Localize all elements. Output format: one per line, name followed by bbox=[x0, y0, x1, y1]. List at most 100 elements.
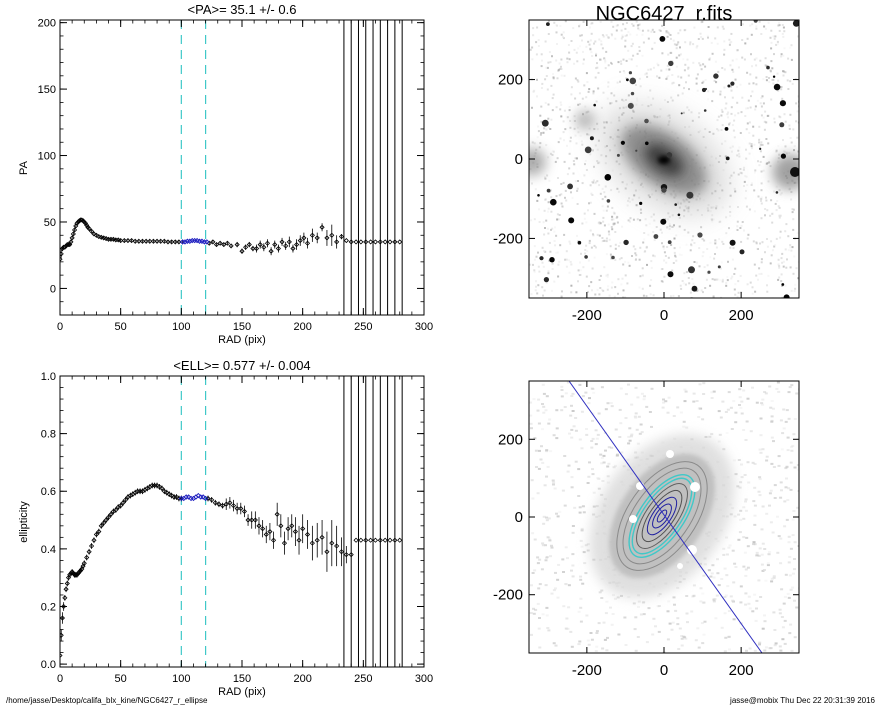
pa-profile-plot: <PA>= 35.1 +/- 0.6 0 50 100 150 200 250 300 0 50… bbox=[18, 2, 433, 346]
ell-data-point bbox=[169, 493, 175, 499]
pa-data-point bbox=[234, 242, 240, 248]
ell-data-point bbox=[314, 537, 320, 543]
star bbox=[639, 201, 643, 205]
ell-data-point bbox=[256, 523, 262, 529]
star bbox=[659, 36, 666, 42]
model-ytick-label: 200 bbox=[498, 431, 523, 448]
ell-data-point bbox=[387, 537, 393, 543]
ell-data-point bbox=[238, 505, 244, 512]
star bbox=[629, 77, 637, 85]
image-xtick-label: 0 bbox=[660, 307, 668, 324]
image-xtick-label: 200 bbox=[729, 307, 754, 324]
star bbox=[543, 277, 550, 283]
ell-data-point bbox=[267, 529, 273, 535]
pa-data-point bbox=[165, 239, 171, 245]
ell-data-point bbox=[281, 540, 288, 546]
ell-ytick-label: 0.8 bbox=[41, 429, 56, 441]
ell-data-point bbox=[382, 537, 388, 543]
star bbox=[661, 187, 667, 193]
star bbox=[775, 191, 779, 194]
ell-data-point bbox=[319, 534, 325, 540]
ell-data-point bbox=[309, 540, 315, 546]
pa-fit-point bbox=[182, 239, 188, 245]
star bbox=[668, 60, 674, 67]
pa-data-point bbox=[150, 238, 156, 244]
pa-data-point bbox=[88, 228, 95, 234]
ell-data-point bbox=[300, 526, 306, 532]
ell-data-point bbox=[292, 529, 298, 535]
ell-data-point bbox=[64, 580, 70, 587]
ell-data-point bbox=[164, 490, 170, 496]
ell-data-point bbox=[81, 560, 87, 566]
star bbox=[666, 152, 673, 158]
ell-xtick-label: 50 bbox=[115, 673, 127, 685]
image-ytick-label: 200 bbox=[498, 72, 523, 89]
pa-data-point bbox=[253, 245, 260, 252]
pa-xtick-label: 100 bbox=[172, 321, 190, 333]
ell-fit-point bbox=[195, 492, 202, 499]
pa-fit-point bbox=[187, 238, 193, 244]
pa-data-point bbox=[268, 248, 274, 254]
ell-data-point bbox=[368, 537, 374, 543]
pa-ytick-label: 50 bbox=[44, 217, 56, 229]
star bbox=[781, 283, 785, 286]
pa-data-point bbox=[309, 232, 315, 238]
pa-data-point bbox=[314, 235, 320, 241]
ell-data-point bbox=[227, 500, 233, 506]
ell-data-point bbox=[234, 505, 240, 512]
pa-data-point bbox=[283, 243, 289, 249]
star bbox=[630, 91, 635, 96]
ell-data-point bbox=[105, 514, 112, 520]
ell-data-point bbox=[353, 537, 359, 543]
pa-data-point bbox=[329, 232, 335, 238]
ell-xtick-label: 300 bbox=[415, 673, 433, 685]
pa-plot-frame bbox=[59, 19, 425, 316]
star bbox=[593, 103, 596, 107]
ell-data-point bbox=[241, 508, 247, 514]
star bbox=[635, 149, 638, 152]
pa-data-point bbox=[387, 239, 393, 245]
pa-data-point bbox=[136, 238, 142, 244]
ell-xtick-label: 0 bbox=[57, 673, 63, 685]
ell-data-point bbox=[296, 537, 302, 543]
star bbox=[667, 240, 672, 245]
model-xtick-label: 0 bbox=[660, 662, 668, 679]
pa-xtick-label: 250 bbox=[354, 321, 372, 333]
pa-data-point bbox=[161, 238, 167, 244]
pa-xtick-label: 300 bbox=[415, 321, 433, 333]
star bbox=[660, 218, 667, 225]
pa-data-point bbox=[301, 235, 307, 241]
pa-data-point bbox=[372, 239, 379, 245]
ell-data-point bbox=[343, 552, 349, 558]
ell-data-point bbox=[278, 523, 284, 529]
pa-data-point bbox=[261, 244, 267, 250]
pa-data-point bbox=[71, 227, 78, 233]
ell-data-point bbox=[338, 549, 345, 555]
pa-fit-point bbox=[204, 239, 210, 245]
pa-data-point bbox=[60, 256, 63, 262]
ell-ytick-label: 0.4 bbox=[41, 544, 56, 556]
star bbox=[546, 22, 550, 26]
star bbox=[546, 188, 551, 193]
star bbox=[707, 270, 711, 274]
pa-data-point bbox=[382, 239, 388, 245]
pa-data-point bbox=[343, 238, 349, 244]
pa-data-point bbox=[224, 240, 231, 246]
pa-data-point bbox=[294, 242, 300, 248]
ell-data-point bbox=[120, 500, 126, 506]
ell-data-point bbox=[252, 517, 258, 523]
ell-data-point bbox=[156, 484, 163, 490]
ell-data-point bbox=[324, 549, 330, 555]
model-ytick-label: 0 bbox=[515, 509, 523, 526]
star bbox=[677, 213, 681, 217]
pa-data-point bbox=[279, 239, 285, 245]
star bbox=[568, 217, 575, 224]
pa-data-point bbox=[221, 242, 227, 248]
ell-data-point bbox=[84, 554, 90, 561]
star bbox=[697, 232, 703, 238]
star bbox=[584, 146, 592, 154]
star bbox=[729, 239, 736, 246]
isophote-contours bbox=[589, 434, 735, 598]
pa-data-point bbox=[217, 240, 223, 246]
